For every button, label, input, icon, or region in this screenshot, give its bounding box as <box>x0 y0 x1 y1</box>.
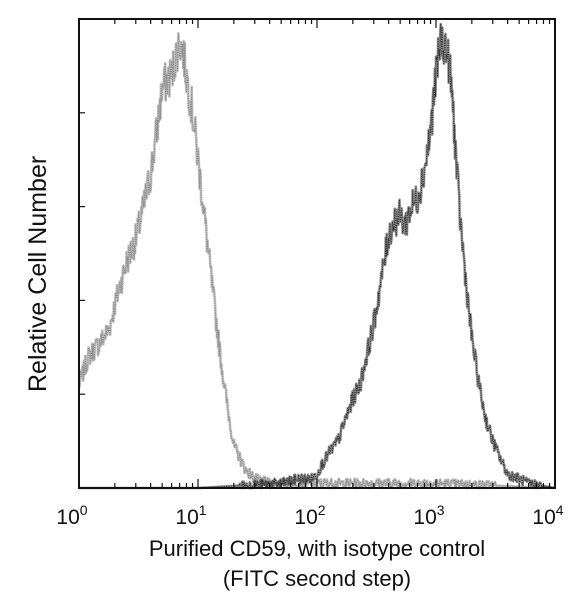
series-trace <box>77 31 556 490</box>
x-tick-label: 103 <box>413 502 444 529</box>
x-tick-label: 101 <box>175 502 206 529</box>
y-axis-label: Relative Cell Number <box>24 155 52 392</box>
axis-ticks <box>78 18 556 488</box>
x-tick-label: 104 <box>532 502 563 529</box>
series-layer <box>77 22 556 490</box>
x-axis-label: Purified CD59, with isotype control <box>148 536 486 561</box>
x-tick-labels: 100 101 102 103 104 <box>56 502 563 529</box>
x-axis-label-line2: (FITC second step) <box>222 566 412 591</box>
series-trace <box>78 22 556 490</box>
series-1 <box>77 31 556 490</box>
x-tick-label: 100 <box>56 502 87 529</box>
series-trace-noise <box>78 33 555 490</box>
series-2 <box>78 22 556 490</box>
x-tick-label: 102 <box>294 502 325 529</box>
